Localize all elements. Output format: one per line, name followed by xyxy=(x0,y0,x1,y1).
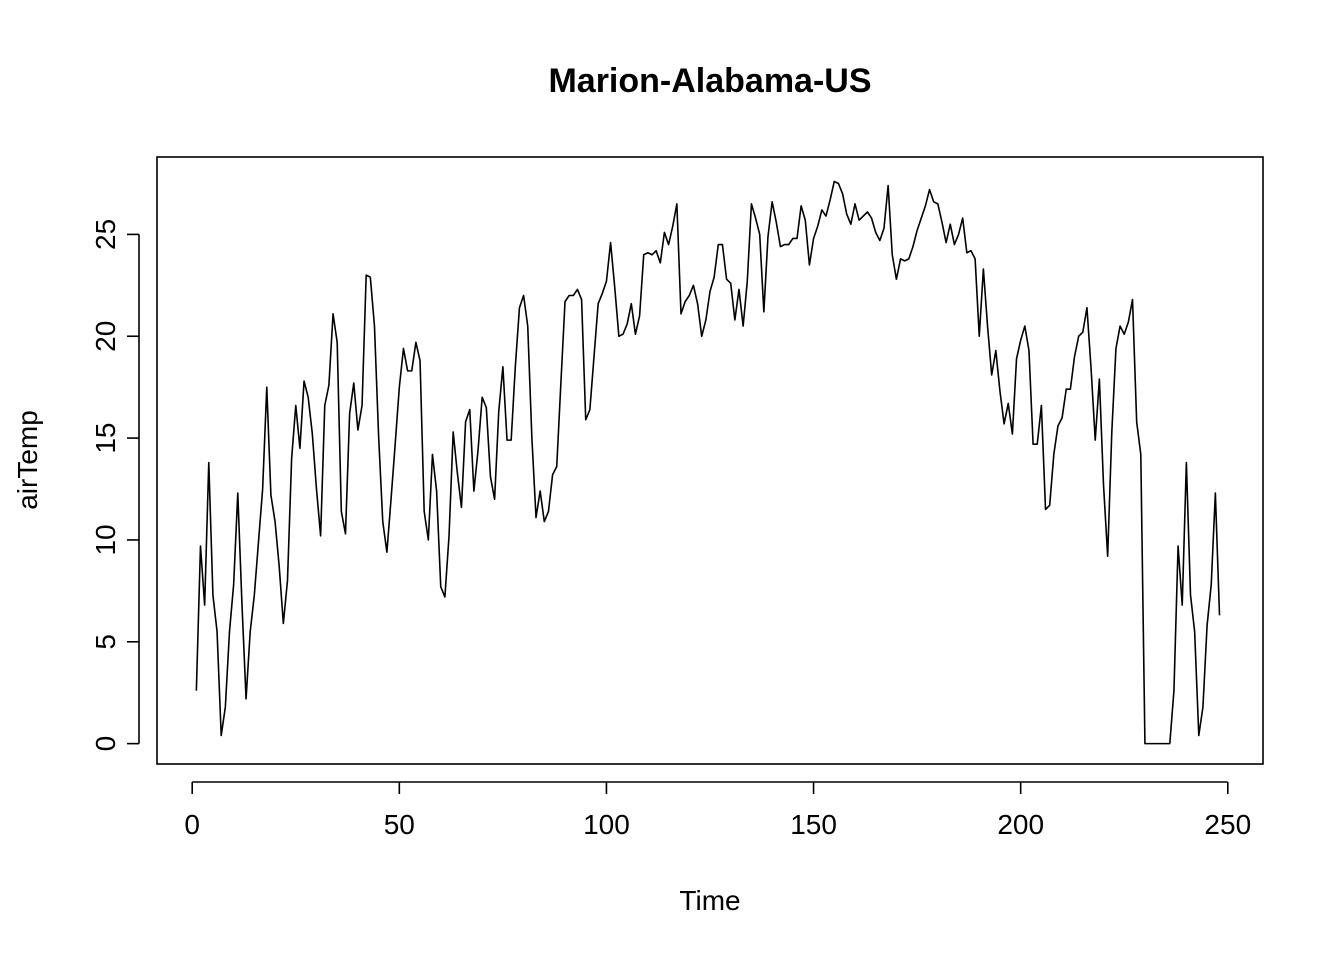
y-tick-label: 0 xyxy=(90,736,121,752)
y-tick-label: 25 xyxy=(90,219,121,250)
x-tick-label: 50 xyxy=(384,809,415,840)
x-tick-label: 200 xyxy=(997,809,1044,840)
x-axis-label: Time xyxy=(679,885,740,916)
y-tick-label: 10 xyxy=(90,524,121,555)
y-axis: 0 5 10 15 20 25 xyxy=(90,219,140,752)
x-tick-label: 100 xyxy=(583,809,630,840)
plot-frame xyxy=(156,156,1264,765)
x-axis: 0 50 100 150 200 250 xyxy=(184,781,1251,840)
y-tick-label: 20 xyxy=(90,321,121,352)
x-tick-label: 150 xyxy=(790,809,837,840)
y-tick-label: 5 xyxy=(90,634,121,650)
y-axis-label: airTemp xyxy=(12,410,43,510)
x-tick-label: 0 xyxy=(184,809,200,840)
series-line-airtemp xyxy=(195,180,1221,745)
y-tick-label: 15 xyxy=(90,423,121,454)
chart-title: Marion-Alabama-US xyxy=(548,62,871,100)
x-tick-label: 250 xyxy=(1204,809,1251,840)
